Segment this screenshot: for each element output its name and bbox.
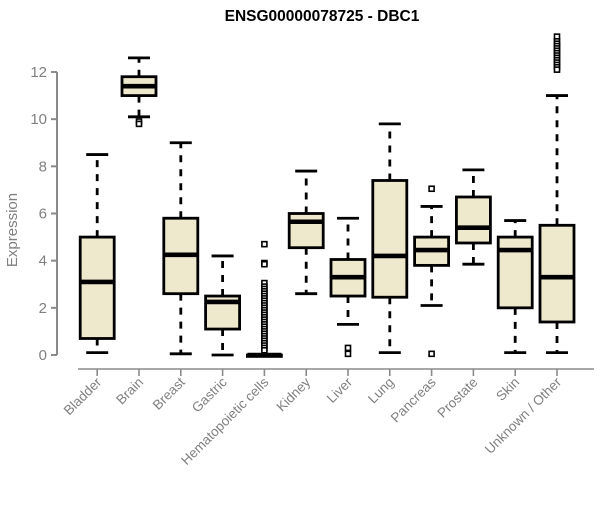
outlier-point bbox=[261, 260, 268, 268]
box-group-gastric bbox=[204, 254, 242, 357]
box-group-skin bbox=[496, 219, 534, 355]
box-group-bladder bbox=[78, 153, 116, 355]
box-group-pancreas bbox=[413, 185, 451, 358]
x-category-label: Pancreas bbox=[388, 374, 439, 425]
box-group-breast bbox=[162, 141, 200, 356]
x-category-label: Breast bbox=[150, 374, 188, 412]
y-tick-label: 12 bbox=[30, 64, 47, 81]
box-group-prostate bbox=[454, 168, 492, 266]
iqr-box bbox=[371, 179, 409, 299]
outlier-point bbox=[344, 344, 352, 352]
y-tick-label: 2 bbox=[39, 300, 47, 317]
outlier-point bbox=[135, 120, 143, 128]
box-group-lung bbox=[371, 122, 409, 355]
iqr-box bbox=[454, 195, 492, 245]
x-category-label: Lung bbox=[365, 375, 397, 407]
y-tick-label: 6 bbox=[39, 206, 47, 223]
iqr-box bbox=[78, 235, 116, 340]
y-tick-label: 4 bbox=[39, 253, 47, 270]
x-category-label: Gastric bbox=[189, 374, 230, 415]
y-tick-label: 8 bbox=[39, 158, 47, 175]
y-tick-label: 0 bbox=[39, 347, 47, 364]
y-tick-label: 10 bbox=[30, 111, 47, 128]
x-category-label: Prostate bbox=[434, 375, 480, 421]
iqr-box bbox=[287, 212, 325, 250]
y-axis-title: Expression bbox=[4, 193, 21, 267]
x-category-label: Skin bbox=[493, 375, 522, 404]
iqr-box bbox=[496, 235, 534, 310]
x-category-label: Unknown / Other bbox=[482, 374, 565, 457]
boxes-layer bbox=[78, 33, 576, 358]
iqr-box bbox=[538, 223, 576, 324]
box-group-brain bbox=[120, 56, 158, 128]
x-category-label: Brain bbox=[113, 375, 146, 408]
chart-title: ENSG00000078725 - DBC1 bbox=[225, 8, 420, 25]
box-group-unknown-other bbox=[538, 33, 576, 355]
box-group-liver bbox=[329, 216, 367, 358]
outlier-point bbox=[553, 66, 561, 73]
outlier-point bbox=[261, 346, 268, 354]
outlier-point bbox=[344, 350, 352, 358]
x-category-label: Bladder bbox=[61, 374, 105, 418]
outlier-point bbox=[428, 185, 435, 193]
box-group-kidney bbox=[287, 169, 325, 296]
outlier-point bbox=[428, 350, 435, 358]
x-category-label: Liver bbox=[324, 374, 356, 406]
outlier-point bbox=[261, 240, 268, 248]
box-group-hematopoietic-cells bbox=[245, 240, 283, 358]
x-category-label: Kidney bbox=[274, 374, 314, 414]
